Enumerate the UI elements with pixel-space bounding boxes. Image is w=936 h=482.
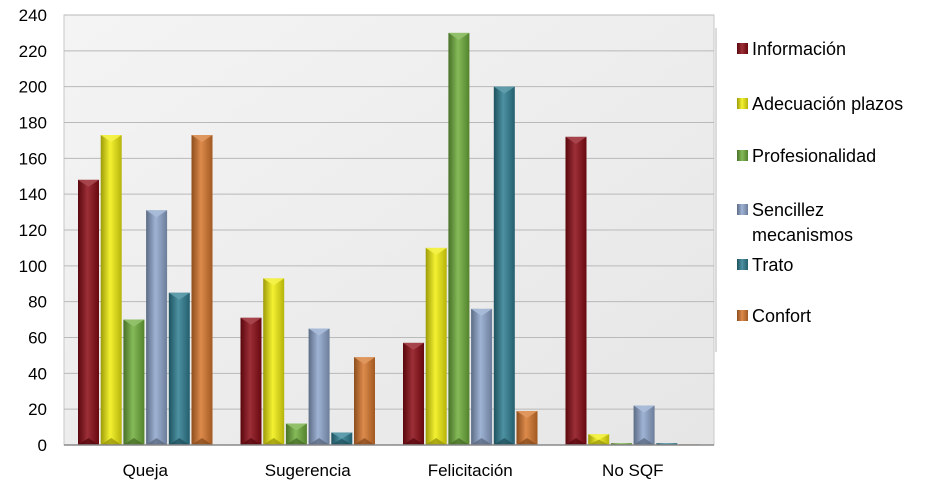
- bar: [471, 308, 493, 445]
- bar: [168, 292, 190, 445]
- bar: [403, 342, 424, 445]
- legend-label: Sencillez: [752, 200, 824, 220]
- y-tick-label: 0: [38, 436, 47, 455]
- y-tick-label: 200: [19, 78, 47, 97]
- legend-swatch: [737, 204, 748, 215]
- legend-label: Adecuación plazos: [752, 94, 903, 114]
- bar: [493, 86, 515, 446]
- x-tick-label: Queja: [123, 461, 169, 480]
- legend-label: Información: [752, 39, 846, 59]
- legend-label: Profesionalidad: [752, 146, 876, 166]
- bar: [588, 434, 610, 445]
- bar: [448, 32, 470, 446]
- y-tick-label: 100: [19, 257, 47, 276]
- legend: Información Adecuación plazos Profesionali…: [715, 28, 903, 352]
- bar: [100, 135, 122, 445]
- bar: [425, 247, 447, 445]
- legend-label: Confort: [752, 306, 811, 326]
- bar: [565, 136, 587, 446]
- legend-label: Trato: [752, 255, 793, 275]
- y-tick-label: 140: [19, 185, 47, 204]
- y-tick-label: 60: [28, 329, 47, 348]
- y-tick-label: 220: [19, 42, 47, 61]
- bar: [123, 319, 145, 445]
- bar: [191, 135, 213, 445]
- x-tick-label: Sugerencia: [265, 461, 352, 480]
- legend-swatch: [737, 43, 748, 54]
- y-tick-label: 120: [19, 221, 47, 240]
- legend-item: Sencillez mecanismos: [737, 200, 853, 245]
- legend-swatch: [737, 259, 748, 270]
- legend-item: Trato: [737, 255, 793, 275]
- bar: [285, 423, 307, 445]
- y-tick-label: 80: [28, 293, 47, 312]
- legend-label: mecanismos: [752, 225, 853, 245]
- bar: [78, 179, 99, 446]
- legend-swatch: [737, 150, 748, 161]
- y-tick-label: 20: [28, 400, 47, 419]
- bar: [354, 357, 375, 445]
- legend-item: Profesionalidad: [737, 146, 876, 166]
- bars: [78, 32, 700, 446]
- y-axis: 0 20 40 60 80 100 120 140 160 180 200 220 240: [19, 6, 47, 455]
- y-tick-label: 180: [19, 114, 47, 133]
- bar: [263, 278, 285, 445]
- legend-swatch: [737, 98, 748, 109]
- legend-item: Información: [737, 39, 846, 59]
- bar: [516, 410, 538, 445]
- y-tick-label: 240: [19, 6, 47, 25]
- bar: [633, 405, 655, 445]
- x-axis: Queja Sugerencia Felicitación No SQF: [123, 461, 664, 480]
- bar: [146, 210, 168, 445]
- y-tick-label: 160: [19, 149, 47, 168]
- legend-item: Confort: [737, 306, 811, 326]
- legend-swatch: [737, 310, 748, 321]
- bar: [331, 432, 353, 445]
- bar: [240, 317, 262, 445]
- y-tick-label: 40: [28, 364, 47, 383]
- legend-item: Adecuación plazos: [737, 94, 903, 114]
- x-tick-label: No SQF: [602, 461, 663, 480]
- bar: [308, 328, 330, 445]
- x-tick-label: Felicitación: [428, 461, 513, 480]
